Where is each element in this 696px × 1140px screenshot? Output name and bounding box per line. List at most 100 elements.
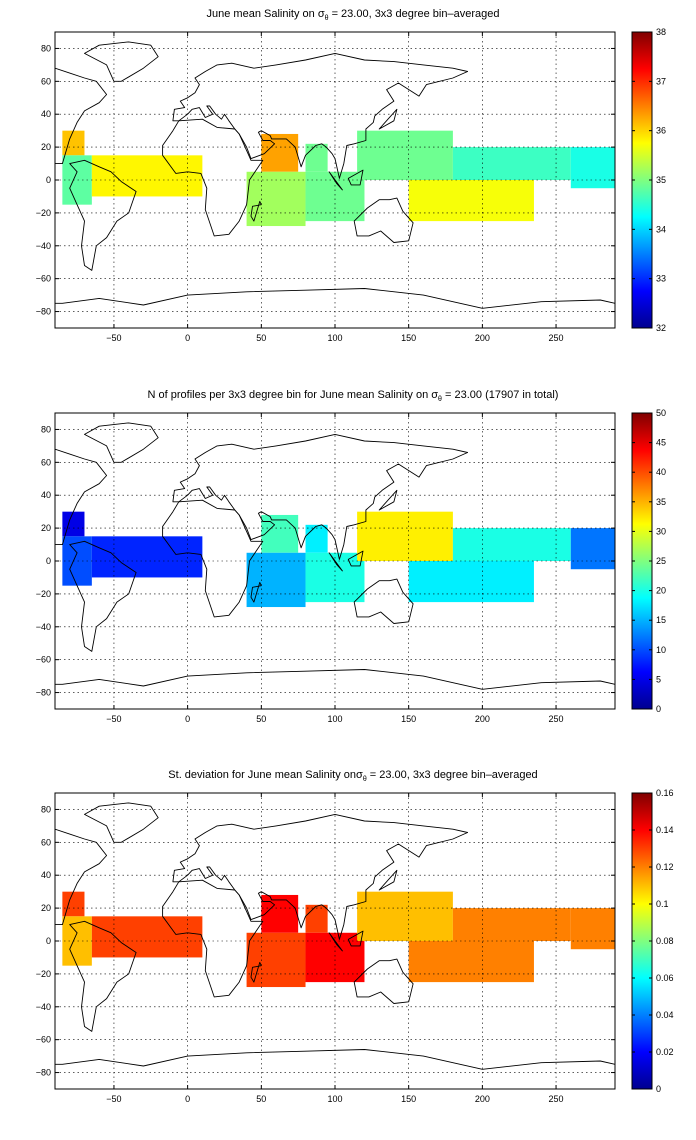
bin-region <box>357 891 453 941</box>
map-plot: −50 0 50 100 150 200 250 −80 −60 −40 −20 0 20 40 60 80 <box>36 31 616 343</box>
coastline <box>250 961 262 983</box>
colorbar: 32 33 34 35 36 37 38 <box>631 27 666 333</box>
colorbar-tick-label: 0 <box>656 1084 661 1094</box>
y-tick-label: 80 <box>41 424 51 434</box>
colorbar-tick-label: 40 <box>656 467 666 477</box>
y-tick-label: −40 <box>36 622 51 632</box>
x-tick-label: 0 <box>185 714 190 724</box>
y-tick-label: −80 <box>36 307 51 317</box>
x-tick-label: 250 <box>549 1094 564 1104</box>
colorbar-tick-label: 10 <box>656 645 666 655</box>
bin-region <box>246 552 306 608</box>
coastline <box>378 869 398 891</box>
colorbar-tick-label: 37 <box>656 76 666 86</box>
panel-title: St. deviation for June mean Salinity onσ… <box>168 769 537 783</box>
bin-region <box>261 133 299 172</box>
bin-region <box>246 171 306 227</box>
colorbar-tick-label: 0.12 <box>656 862 674 872</box>
colorbar-gradient <box>632 793 652 1089</box>
colorbar-tick-label: 36 <box>656 126 666 136</box>
bin-region <box>91 536 203 578</box>
colorbar-tick-label: 0 <box>656 704 661 714</box>
data-cells <box>62 891 615 988</box>
y-tick-label: 40 <box>41 870 51 880</box>
y-tick-label: −60 <box>36 274 51 284</box>
coastline <box>378 489 398 511</box>
colorbar-tick-label: 35 <box>656 175 666 185</box>
x-tick-label: 50 <box>256 714 266 724</box>
bin-region <box>452 528 571 561</box>
y-tick-label: 0 <box>46 175 51 185</box>
y-tick-label: 60 <box>41 837 51 847</box>
std-deviation-panel: St. deviation for June mean Salinity onσ… <box>36 769 674 1104</box>
y-tick-label: −40 <box>36 1002 51 1012</box>
data-cells <box>62 511 615 608</box>
y-tick-label: −80 <box>36 688 51 698</box>
x-tick-label: 200 <box>475 1094 490 1104</box>
x-tick-label: 200 <box>475 714 490 724</box>
y-tick-label: −60 <box>36 655 51 665</box>
coastline <box>328 552 343 572</box>
colorbar-tick-label: 32 <box>656 323 666 333</box>
x-tick-label: 150 <box>401 333 416 343</box>
coastline <box>69 920 137 1032</box>
bin-region <box>62 891 85 917</box>
bin-region <box>452 147 571 180</box>
x-tick-label: −50 <box>106 333 121 343</box>
bin-region <box>246 932 306 988</box>
x-tick-label: 50 <box>256 1094 266 1104</box>
bin-region <box>305 143 328 172</box>
profile-count-panel: N of profiles per 3x3 degree bin for Jun… <box>36 389 666 724</box>
colorbar-tick-label: 25 <box>656 556 666 566</box>
x-tick-label: 200 <box>475 333 490 343</box>
y-tick-label: −20 <box>36 208 51 218</box>
bin-region <box>305 904 328 933</box>
y-tick-label: −20 <box>36 589 51 599</box>
data-cells <box>62 130 615 227</box>
coastline <box>55 828 108 926</box>
coastline <box>172 433 469 560</box>
y-tick-label: −60 <box>36 1035 51 1045</box>
x-tick-label: 150 <box>401 1094 416 1104</box>
colorbar-tick-label: 0.08 <box>656 936 674 946</box>
coastline <box>250 200 262 222</box>
y-tick-label: −80 <box>36 1068 51 1078</box>
y-tick-label: 80 <box>41 804 51 814</box>
x-tick-label: 250 <box>549 714 564 724</box>
bin-region <box>261 894 299 933</box>
colorbar-gradient <box>632 413 652 709</box>
colorbar-gradient <box>632 32 652 328</box>
coastline <box>250 581 262 603</box>
colorbar-tick-label: 0.14 <box>656 825 674 835</box>
colorbar-tick-label: 33 <box>656 274 666 284</box>
y-tick-label: −20 <box>36 969 51 979</box>
y-tick-label: 20 <box>41 523 51 533</box>
coastline <box>172 52 469 179</box>
coastline <box>172 813 469 940</box>
coastline <box>69 159 137 271</box>
coastline <box>353 958 414 1004</box>
colorbar-tick-label: 0.16 <box>656 788 674 798</box>
y-tick-label: 40 <box>41 490 51 500</box>
colorbar-tick-label: 0.02 <box>656 1047 674 1057</box>
bin-region <box>91 155 203 197</box>
colorbar-tick-label: 0.06 <box>656 973 674 983</box>
colorbar-tick-label: 50 <box>656 408 666 418</box>
x-tick-label: 250 <box>549 333 564 343</box>
coastline <box>328 171 343 191</box>
salinity-panel: June mean Salinity on σθ = 23.00, 3x3 de… <box>36 8 666 343</box>
bin-region <box>357 130 453 180</box>
bin-region <box>408 561 534 603</box>
colorbar-tick-label: 5 <box>656 674 661 684</box>
bin-region <box>305 524 328 553</box>
coastline <box>55 1049 615 1089</box>
x-tick-label: 100 <box>327 333 342 343</box>
coastline <box>55 67 108 165</box>
colorbar: 0 0.02 0.04 0.06 0.08 0.1 0.12 0.14 0.16 <box>631 788 674 1094</box>
bin-region <box>408 941 534 983</box>
colorbar-tick-label: 0.1 <box>656 899 669 909</box>
colorbar-tick-label: 45 <box>656 438 666 448</box>
y-tick-label: −40 <box>36 241 51 251</box>
y-tick-label: 0 <box>46 556 51 566</box>
x-tick-label: 100 <box>327 1094 342 1104</box>
